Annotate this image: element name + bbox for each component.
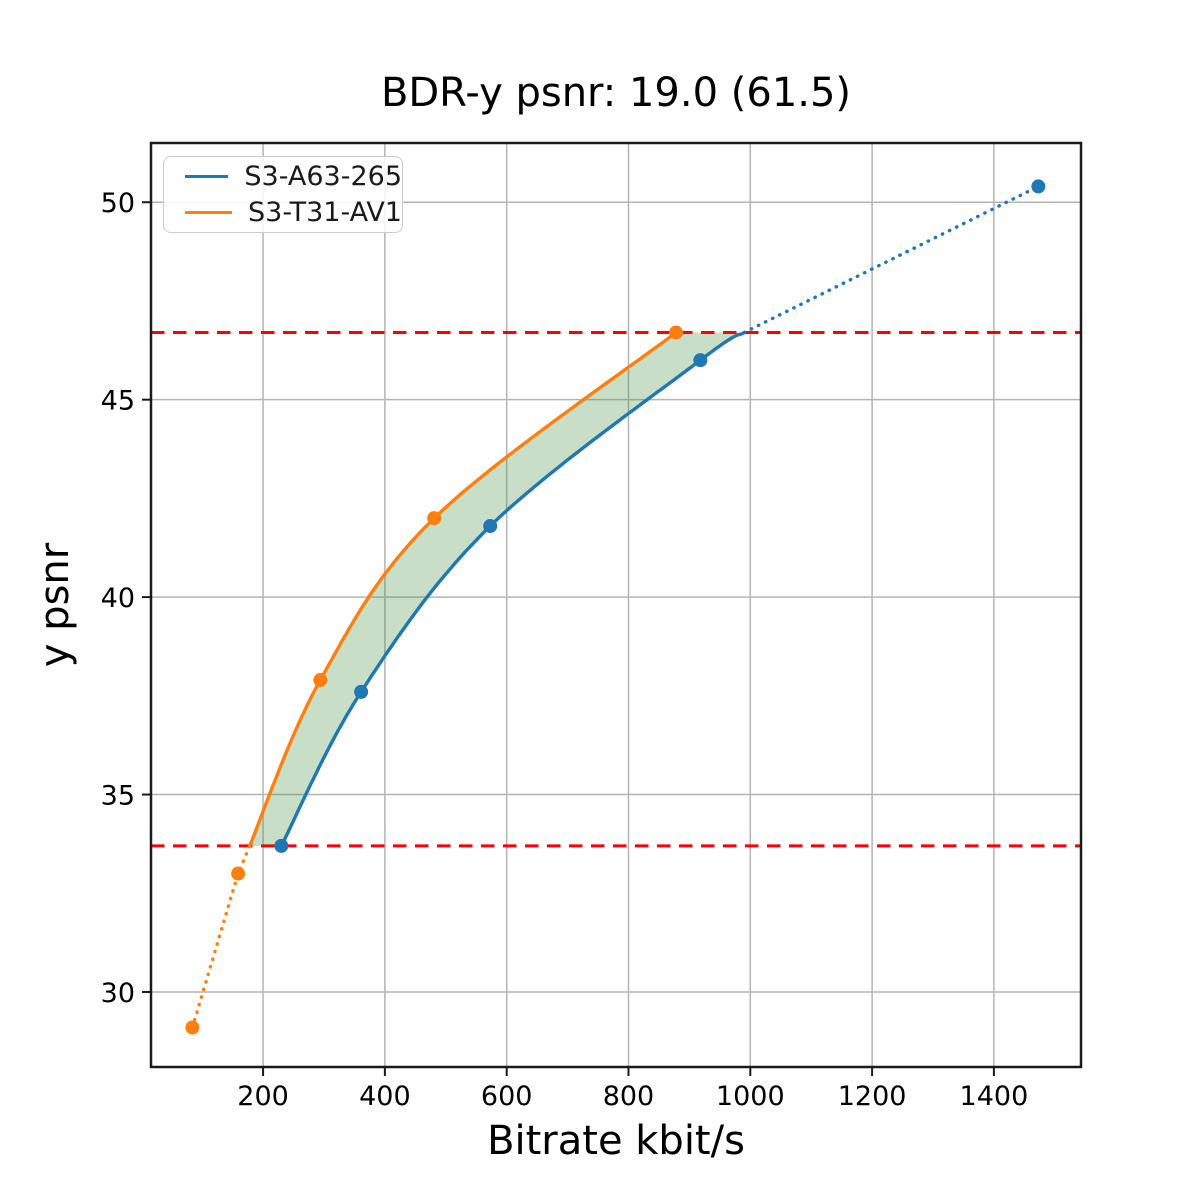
x-tick-label: 1000 (716, 1081, 785, 1112)
y-tick-label: 35 (101, 781, 135, 812)
legend: S3-A63-265 S3-T31-AV1 (163, 156, 403, 233)
series-s3-t31-av1-solid-curve (248, 331, 678, 847)
x-axis-label: Bitrate kbit/s (487, 1118, 745, 1164)
y-tick-label: 40 (101, 583, 135, 614)
plot-border (149, 141, 1083, 1069)
x-tick-label: 400 (359, 1081, 411, 1112)
series-s3-a63-265-solid-curve (279, 331, 746, 847)
x-tick-label: 200 (237, 1081, 289, 1112)
x-tick-label: 1400 (960, 1081, 1029, 1112)
legend-line-swatch-orange-icon (185, 210, 233, 214)
legend-label: S3-A63-265 (244, 161, 402, 193)
series-s3-t31-av1-dotted-curve (190, 844, 252, 1030)
y-tick-label: 45 (101, 386, 135, 417)
data-point-s3-t31-av1 (231, 866, 246, 881)
x-tick-label: 800 (603, 1081, 655, 1112)
legend-line-swatch-blue-icon (185, 175, 229, 179)
data-point-s3-a63-265 (274, 838, 289, 853)
data-point-s3-t31-av1 (185, 1020, 200, 1035)
y-tick-label: 50 (101, 188, 135, 219)
y-tick-label: 30 (101, 978, 135, 1009)
data-point-s3-t31-av1 (313, 673, 328, 688)
legend-item-s3-t31-av1: S3-T31-AV1 (185, 197, 402, 228)
chart-title: BDR-y psnr: 19.0 (61.5) (380, 70, 852, 116)
data-point-s3-t31-av1 (427, 511, 442, 526)
legend-item-s3-a63-265: S3-A63-265 (185, 161, 402, 192)
legend-label: S3-T31-AV1 (248, 196, 402, 228)
data-point-s3-a63-265 (693, 353, 708, 368)
x-tick-label: 600 (481, 1081, 533, 1112)
x-tick-label: 1200 (838, 1081, 907, 1112)
y-axis-label: y psnr (32, 542, 78, 668)
data-point-s3-a63-265 (354, 684, 369, 699)
data-point-s3-a63-265 (1031, 179, 1046, 194)
data-point-s3-t31-av1 (668, 325, 683, 340)
series-s3-a63-265-dotted-curve (742, 184, 1041, 335)
bd-rate-area-fill (249, 332, 745, 846)
data-point-s3-a63-265 (483, 519, 498, 534)
